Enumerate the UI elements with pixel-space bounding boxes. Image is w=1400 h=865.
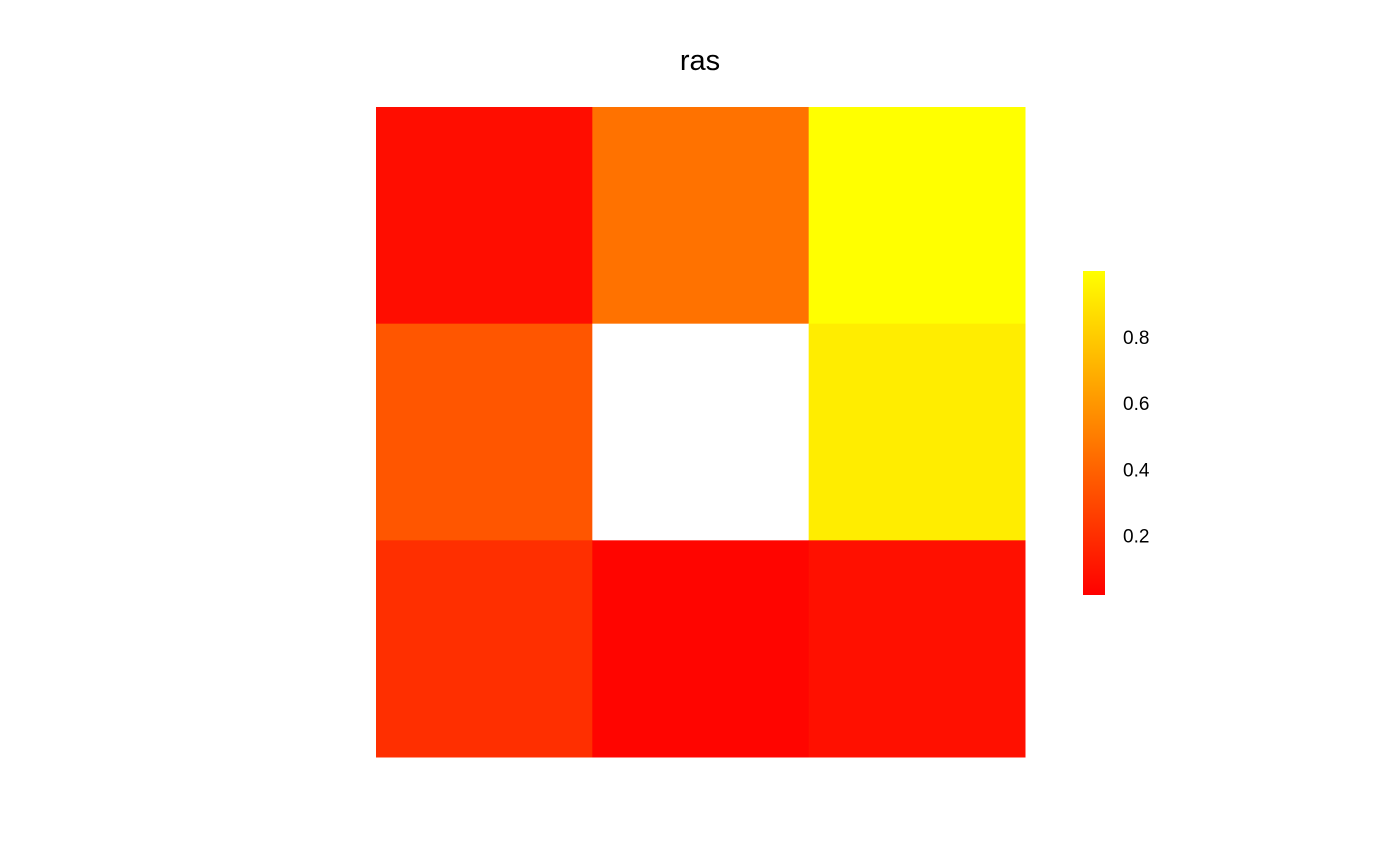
legend-ticks: 0.2 0.4 0.6 0.8 bbox=[1123, 328, 1150, 547]
legend-tick-label: 0.8 bbox=[1123, 328, 1149, 349]
legend-tick-label: 0.4 bbox=[1123, 460, 1150, 481]
raster-cell-r2-c3 bbox=[808, 323, 1026, 541]
raster-cell-r3-c3 bbox=[808, 540, 1026, 758]
legend-tick-label: 0.6 bbox=[1123, 394, 1149, 415]
raster-cell-r1-c3 bbox=[808, 107, 1026, 325]
raster-cell-r2-c1 bbox=[376, 323, 593, 541]
color-legend: 0.2 0.4 0.6 0.8 bbox=[1083, 271, 1150, 595]
raster-cell-r3-c2 bbox=[592, 540, 810, 758]
legend-tick-label: 0.2 bbox=[1123, 527, 1149, 548]
raster-cell-r1-c1 bbox=[376, 107, 593, 325]
legend-color-bar bbox=[1083, 271, 1105, 595]
raster-cell-r1-c2 bbox=[592, 107, 810, 325]
chart-title: ras bbox=[680, 45, 720, 77]
raster-cell-r3-c1 bbox=[376, 540, 593, 758]
raster-cell-r2-c2 bbox=[592, 323, 810, 541]
raster-cells bbox=[376, 107, 1026, 758]
